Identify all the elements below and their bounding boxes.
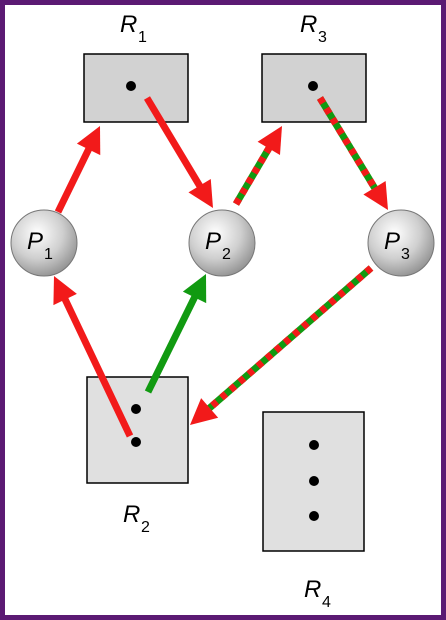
edge-arrowhead: [257, 126, 282, 155]
resource-r4-instance-dot-1: [309, 440, 319, 450]
process-p3: P 3: [367, 209, 435, 277]
edge-arrowhead: [76, 126, 101, 156]
process-p2-letter: P: [205, 228, 221, 255]
edge-p1-to-r1: [54, 126, 101, 214]
resource-r2-instance-dot-2: [131, 437, 141, 447]
resource-r3-letter: R: [300, 11, 317, 38]
process-p2-subscript: 2: [222, 246, 231, 263]
resource-r1-letter: R: [120, 11, 137, 38]
resource-r3-label: R 3: [300, 11, 327, 46]
edge-arrowhead: [182, 274, 207, 304]
process-p1-letter: P: [27, 228, 43, 255]
resource-r2-letter: R: [123, 501, 140, 528]
edge-arrowhead: [53, 276, 77, 306]
edge-p2-to-r3: [232, 126, 282, 206]
edge-arrowhead: [188, 179, 213, 208]
edge-arrowhead: [363, 181, 388, 210]
process-p2-node: [188, 209, 256, 277]
edge-shaft: [143, 96, 204, 190]
resource-r3: [261, 53, 367, 123]
resource-r1-label: R 1: [120, 11, 147, 46]
resource-r4-instance-dot-2: [309, 476, 319, 486]
process-p3-node: [367, 209, 435, 277]
resource-r2-subscript: 2: [141, 519, 150, 536]
resource-r4-instance-dot-3: [309, 511, 319, 521]
resource-r2-instance-dot-1: [131, 404, 141, 414]
resource-r4-subscript: 4: [322, 594, 331, 611]
edge-shaft: [54, 146, 93, 214]
resource-r4-letter: R: [304, 576, 321, 603]
edge-r2-to-p1: [53, 276, 134, 438]
edge-shaft: [144, 293, 199, 394]
resource-r2: [86, 376, 189, 484]
resource-r2-label: R 2: [123, 501, 150, 536]
resource-r3-instance-dot: [308, 81, 318, 91]
resource-r4-label: R 4: [304, 576, 331, 611]
resource-r4: [262, 411, 365, 552]
process-p3-subscript: 3: [401, 246, 410, 263]
resource-r3-box: [261, 53, 367, 123]
edge-shaft: [232, 144, 273, 206]
resource-r2-box: [86, 376, 189, 484]
process-p3-letter: P: [384, 228, 400, 255]
edge-arrowhead: [190, 398, 219, 425]
edge-p3-to-r2: [190, 265, 374, 425]
process-p2: P 2: [188, 209, 256, 277]
resource-r1-instance-dot: [126, 81, 136, 91]
resource-r1-box: [83, 53, 189, 123]
edge-shaft: [61, 296, 134, 438]
resource-r1-subscript: 1: [138, 29, 147, 46]
resource-r3-subscript: 3: [318, 29, 327, 46]
process-p1-subscript: 1: [44, 246, 53, 263]
process-p1: P 1: [10, 209, 78, 277]
edge-r3-to-p3: [317, 96, 388, 210]
edges-layer: [53, 96, 388, 438]
edge-shaft-dash: [317, 96, 379, 192]
resource-r1: [83, 53, 189, 123]
edge-shaft: [205, 265, 374, 412]
edge-r1-to-p2: [143, 96, 213, 208]
process-p1-node: [10, 209, 78, 277]
edge-r2-to-p2: [144, 274, 207, 394]
